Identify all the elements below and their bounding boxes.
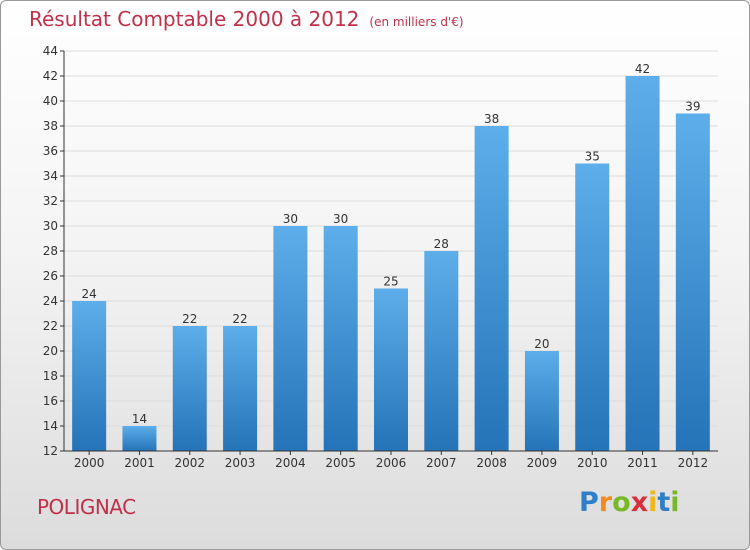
x-tick-label: 2012: [678, 456, 709, 470]
bar-2000: [72, 301, 107, 451]
bars: [72, 76, 710, 451]
data-label: 20: [534, 337, 549, 351]
bar-2005: [323, 226, 358, 451]
bar-2001: [122, 426, 157, 451]
y-tick-label: 44: [43, 44, 58, 58]
data-label: 22: [182, 312, 197, 326]
y-tick-label: 14: [43, 419, 58, 433]
chart-title-text: Résultat Comptable 2000 à 2012: [29, 7, 360, 31]
data-label: 38: [484, 112, 499, 126]
y-tick-label: 20: [43, 344, 58, 358]
y-tick-label: 22: [43, 319, 58, 333]
bar-2009: [524, 351, 559, 451]
bar-2007: [424, 251, 459, 451]
y-tick-label: 12: [43, 444, 58, 458]
bar-2006: [374, 288, 408, 451]
bar-2012: [675, 113, 710, 451]
x-tick-label: 2000: [74, 456, 105, 470]
logo-letter: r: [598, 487, 613, 518]
data-label: 30: [333, 212, 348, 226]
y-tick-label: 30: [43, 219, 58, 233]
data-label: 30: [283, 212, 298, 226]
x-tick-label: 2007: [426, 456, 457, 470]
data-label: 24: [82, 287, 97, 301]
y-tick-label: 16: [43, 394, 58, 408]
data-label: 35: [585, 150, 600, 164]
logo-letter: i: [670, 487, 680, 518]
logo-letter: P: [579, 487, 599, 518]
y-tick-label: 36: [43, 144, 58, 158]
chart-subtitle: (en milliers d'€): [369, 15, 464, 29]
proxiti-logo: Proxiti: [579, 487, 680, 518]
x-tick-label: 2005: [325, 456, 356, 470]
x-tick-label: 2002: [174, 456, 205, 470]
data-label: 39: [685, 100, 700, 114]
logo-letter: o: [612, 487, 631, 518]
commune-name: POLIGNAC: [37, 495, 136, 519]
x-tick-label: 2004: [275, 456, 306, 470]
bar-2010: [575, 163, 610, 451]
value-labels: 24 14 22 22 30 30 25 28 38 20 35 42 39: [82, 62, 701, 426]
y-tick-label: 28: [43, 244, 58, 258]
y-tick-label: 24: [43, 294, 58, 308]
data-label: 42: [635, 62, 650, 76]
y-tick-label: 40: [43, 94, 58, 108]
bar-2002: [172, 326, 207, 451]
y-tick-label: 38: [43, 119, 58, 133]
chart-title: Résultat Comptable 2000 à 2012 (en millie…: [29, 7, 464, 31]
logo-letter: t: [657, 487, 671, 518]
y-tick-label: 34: [43, 169, 58, 183]
x-tick-label: 2006: [376, 456, 407, 470]
logo-letter: i: [648, 487, 658, 518]
x-tick-label: 2008: [476, 456, 507, 470]
x-tick-label: 2011: [627, 456, 658, 470]
bar-2011: [625, 76, 660, 451]
axes: 12 14 16 18 20 22 24 26 28 30 32 34 36 38 40 42 44 2000 20…: [43, 44, 718, 470]
y-tick-label: 42: [43, 69, 58, 83]
y-tick-label: 32: [43, 194, 58, 208]
bar-2003: [223, 326, 258, 451]
data-label: 25: [383, 275, 398, 289]
y-tick-label: 18: [43, 369, 58, 383]
y-tick-label: 26: [43, 269, 58, 283]
x-tick-label: 2010: [577, 456, 608, 470]
x-tick-label: 2001: [124, 456, 155, 470]
bar-2004: [273, 226, 308, 451]
bar-2008: [474, 126, 509, 451]
data-label: 22: [232, 312, 247, 326]
data-label: 28: [434, 237, 449, 251]
data-label: 14: [132, 412, 147, 426]
x-tick-label: 2003: [225, 456, 256, 470]
x-tick-label: 2009: [527, 456, 558, 470]
logo-letter: x: [630, 487, 649, 518]
